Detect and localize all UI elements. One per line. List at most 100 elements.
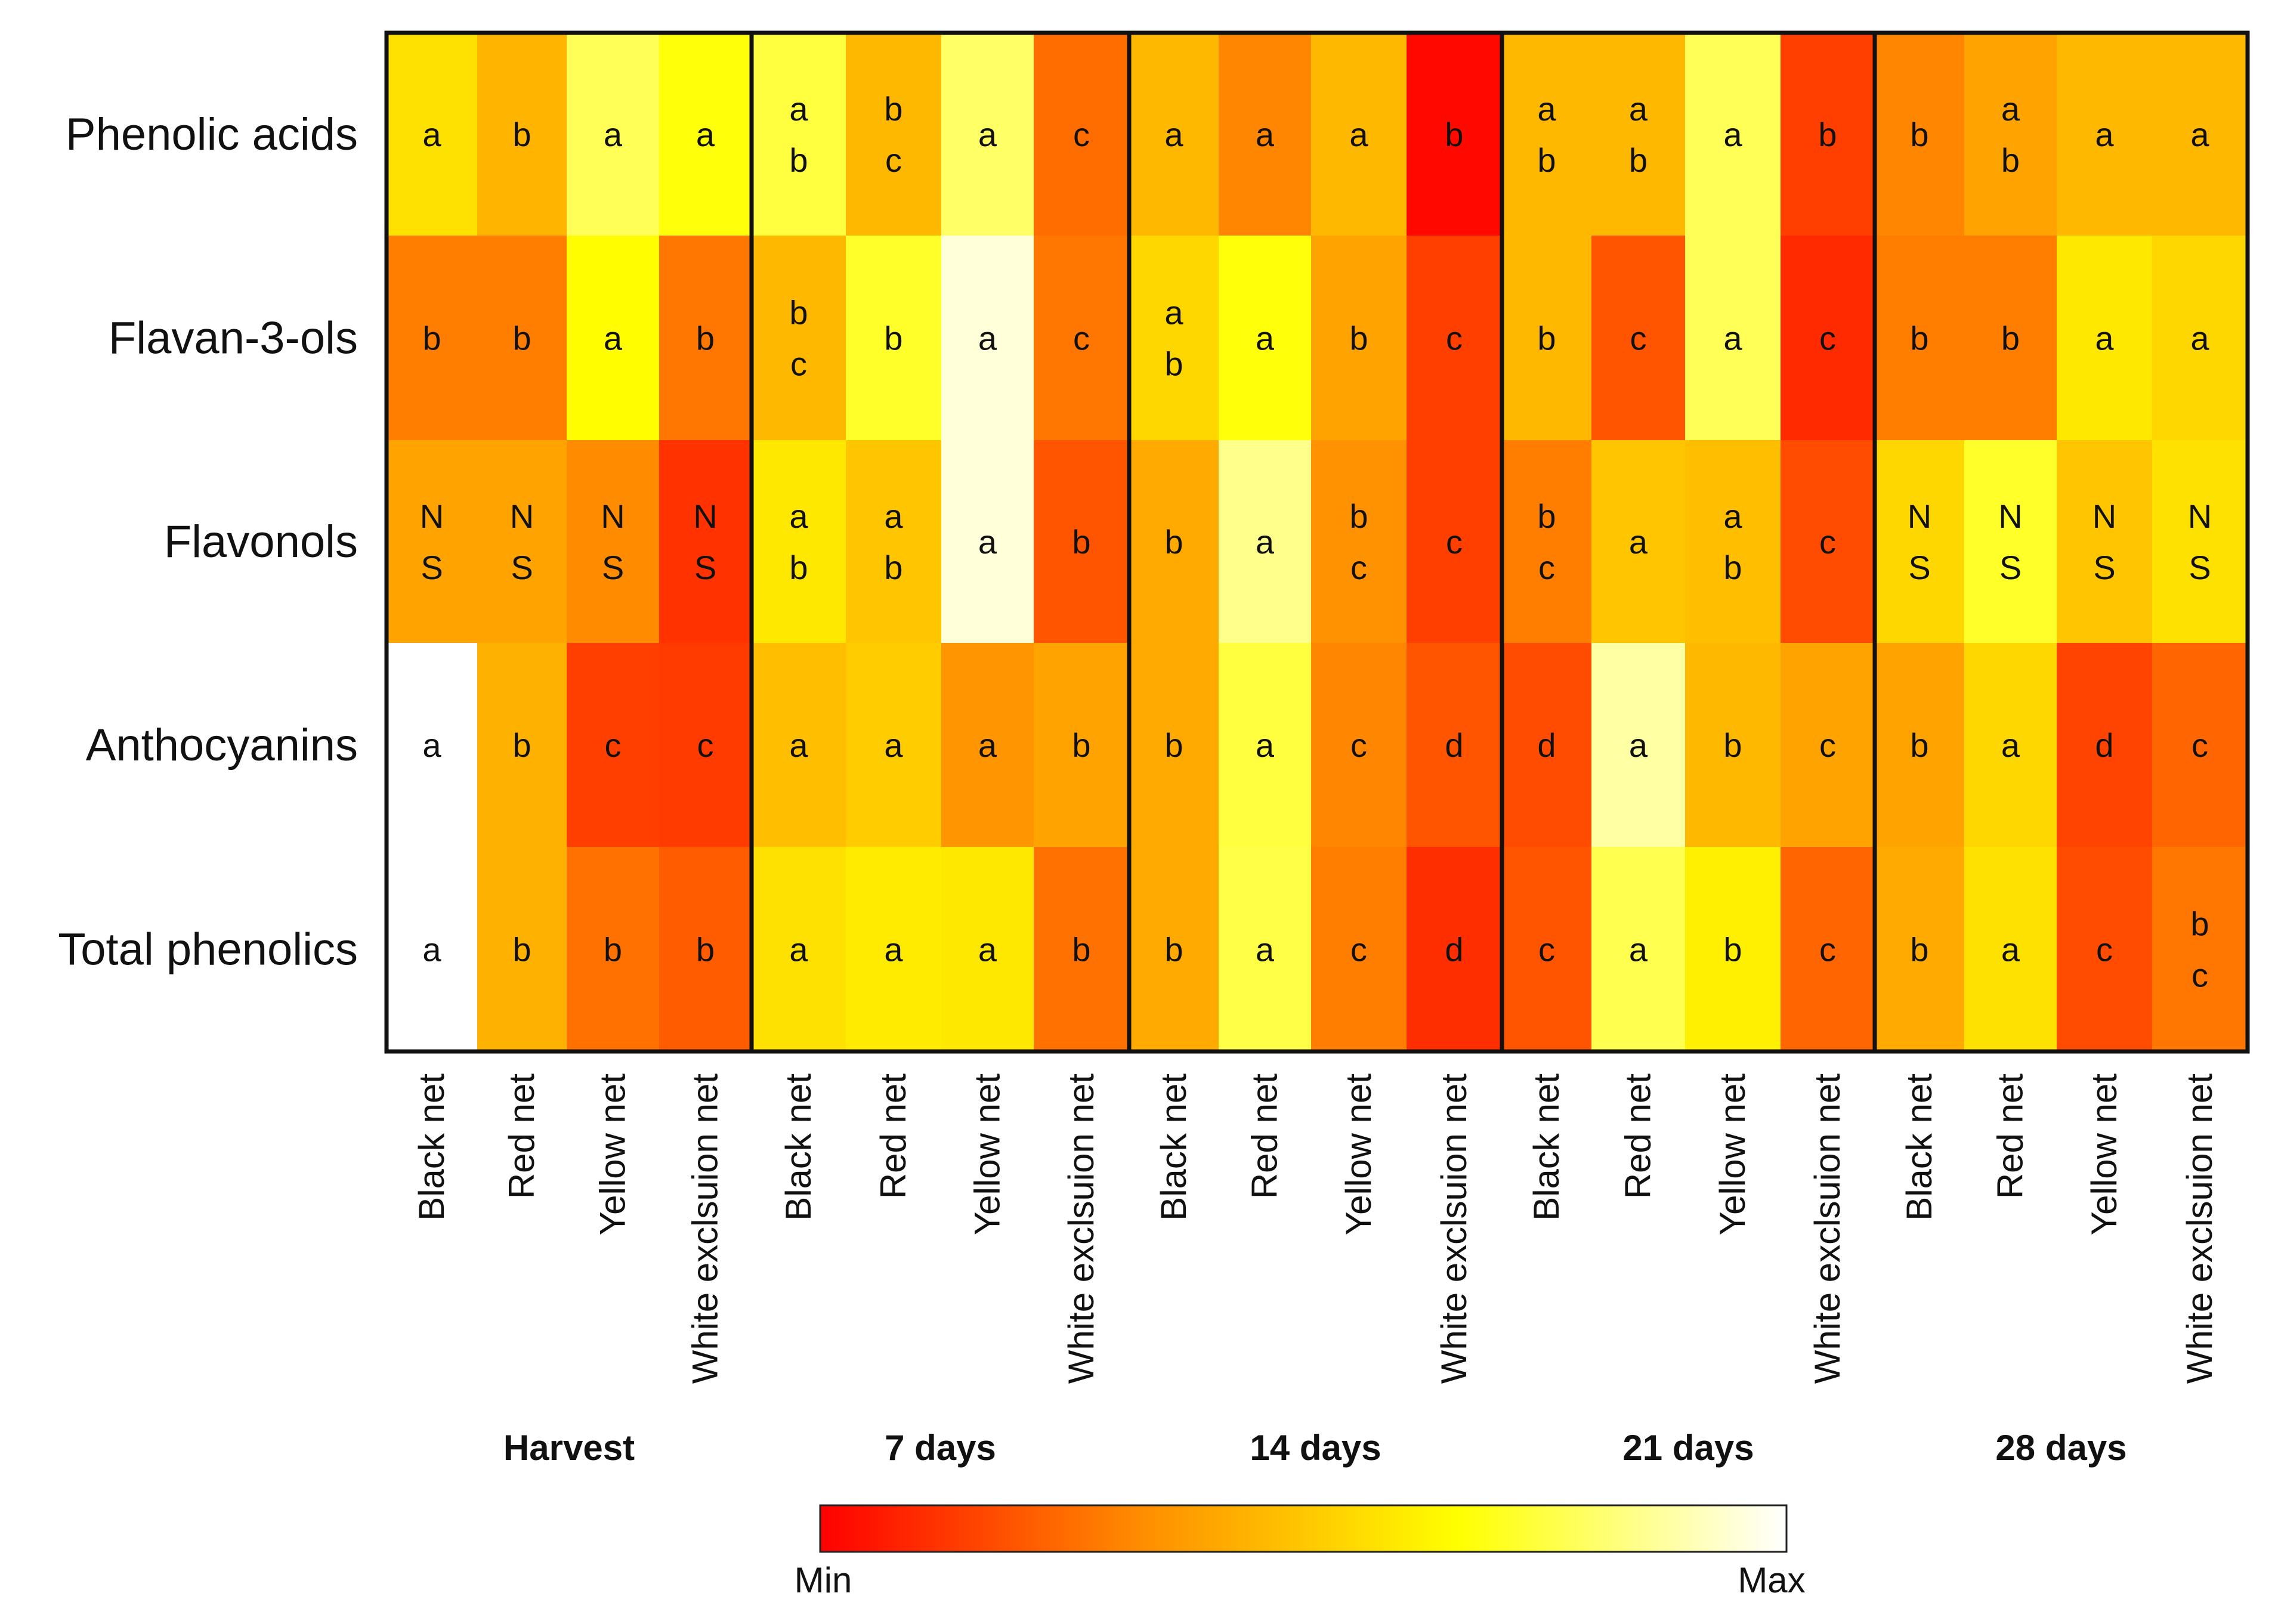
heatmap-cell [659,847,752,1052]
color-scale-min-label: Min [795,1560,852,1600]
column-label: Red net [873,1074,913,1199]
heatmap-cell [846,847,942,1052]
column-label: Black net [412,1074,452,1221]
significance-letter: b [1164,726,1183,764]
significance-letter: a [1164,116,1183,153]
heatmap-cell [477,643,567,847]
heatmap-cell [1219,33,1312,236]
heatmap-cells [387,33,2248,1052]
significance-letter: b [1537,320,1556,357]
heatmap-cell [1502,847,1592,1052]
heatmap-cell [752,643,846,847]
color-scale-bar [819,1504,1788,1553]
significance-letter: a [1629,726,1648,764]
significance-letter: c [1350,931,1367,969]
significance-letter: a [1723,320,1742,357]
row-labels: Phenolic acids Flavan-3-ols Flavonols Antho… [58,109,358,975]
heatmap-cell [941,643,1034,847]
heatmap-cell [567,236,660,441]
heatmap-cell [2057,643,2153,847]
heatmap-cell [941,33,1034,236]
heatmap-cell [1311,236,1407,441]
heatmap-cell [1591,847,1686,1052]
significance-letter: a [696,116,715,153]
heatmap-cell [659,33,752,236]
significance-letter: a [422,726,441,764]
heatmap-cell [1034,643,1130,847]
column-label: Black net [1526,1074,1566,1221]
group-label: 14 days [1250,1428,1381,1468]
row-label: Flavan-3-ols [109,313,358,364]
column-label: Black net [1154,1074,1194,1221]
heatmap-cell [1875,440,1965,644]
heatmap-cell [1685,643,1781,847]
heatmap-cell [1875,643,1965,847]
heatmap-cell [1781,236,1875,441]
heatmap-cell [477,847,567,1052]
column-label: White exclsuion net [1434,1074,1474,1384]
heatmap-cell [1129,643,1219,847]
heatmap-cell [941,236,1034,441]
significance-letter: b [2001,320,2020,357]
heatmap-cell [659,440,752,644]
column-label: Red net [1990,1074,2030,1199]
heatmap-cell [1781,33,1875,236]
column-label: White exclsuion net [2180,1074,2220,1384]
heatmap-cell [1502,643,1592,847]
significance-letter: a [1256,523,1275,561]
column-label: White exclsuion net [1061,1074,1101,1384]
heatmap-cell [752,847,846,1052]
significance-letter: b [1910,116,1928,153]
group-label: 21 days [1622,1428,1754,1468]
heatmap-cell [1219,847,1312,1052]
heatmap-cell [1875,33,1965,236]
heatmap-cell [2152,847,2248,1052]
significance-letter: c [1819,523,1836,561]
significance-letter: b [1072,931,1090,969]
significance-letter: b [512,931,531,969]
heatmap-cell [941,847,1034,1052]
column-labels: Black net Red net Yellow net White exclsuio… [412,1074,2220,1384]
significance-letter: c [1819,726,1836,764]
heatmap-cell [752,440,846,644]
heatmap-cell [2057,847,2153,1052]
significance-letter: b [512,320,531,357]
heatmap-cell [659,236,752,441]
significance-letter: c [2096,931,2113,969]
heatmap-cell [1685,33,1781,236]
heatmap-cell [387,643,478,847]
heatmap-cell [1407,236,1503,441]
heatmap-cell [1311,847,1407,1052]
heatmap-cell [477,33,567,236]
significance-letter: c [1073,116,1090,153]
significance-letter: a [789,726,808,764]
significance-letter: a [422,931,441,969]
significance-letter: a [978,726,997,764]
heatmap-cell [1311,643,1407,847]
heatmap-cell [1129,236,1219,441]
heatmap-cell [1875,236,1965,441]
significance-letter: b [422,320,441,357]
row-label: Phenolic acids [66,109,358,160]
significance-letter: c [1630,320,1647,357]
heatmap-cell [1407,440,1503,644]
heatmap-cell [567,33,660,236]
column-label: Yellow net [1339,1074,1378,1236]
heatmap-cell [1685,440,1781,644]
significance-letter: b [1723,931,1742,969]
heatmap-cell [477,440,567,644]
significance-letter: c [1446,523,1463,561]
significance-letter: a [1723,116,1742,153]
significance-letter: c [1538,931,1555,969]
heatmap-cell [2057,33,2153,236]
significance-letter: c [1819,931,1836,969]
